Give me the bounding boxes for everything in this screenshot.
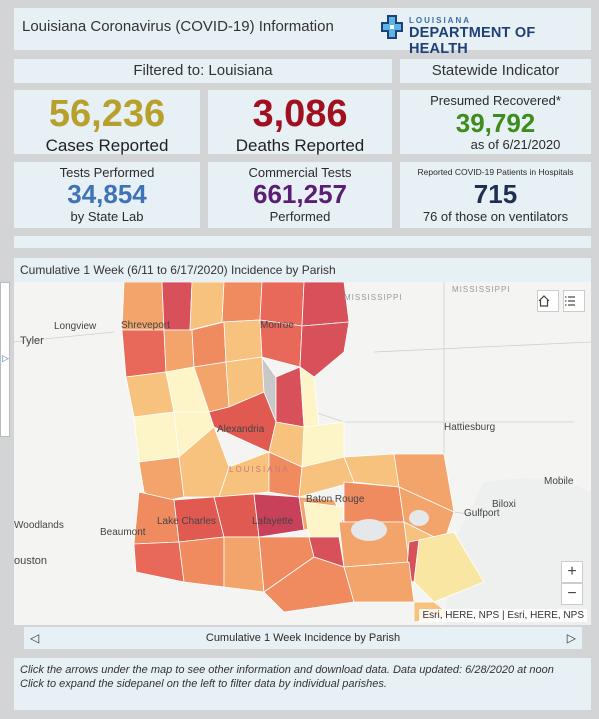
parish-map[interactable]: MISSISSIPPI MISSISSIPPI Tyler Longview S… <box>14 282 591 625</box>
page-title: Louisiana Coronavirus (COVID-19) Informa… <box>22 18 334 35</box>
divider-strip <box>14 236 591 248</box>
cases-label: Cases Reported <box>45 136 169 155</box>
deaths-card: 3,086 Deaths Reported <box>208 90 392 155</box>
logo-text-top: LOUISIANA <box>409 16 471 25</box>
legend-button[interactable] <box>563 290 585 312</box>
home-button[interactable] <box>537 290 559 312</box>
state-tests-value: 34,854 <box>67 179 147 209</box>
sidepanel-toggle[interactable]: ▷ <box>0 282 10 437</box>
label-houston: ouston <box>14 555 47 567</box>
label-tyler: Tyler <box>20 335 44 347</box>
commercial-tests-sub: Performed <box>269 209 331 224</box>
label-mississippi-2: MISSISSIPPI <box>452 285 511 294</box>
label-biloxi: Biloxi <box>492 499 516 510</box>
map-title: Cumulative 1 Week (6/11 to 6/17/2020) In… <box>14 258 591 282</box>
cases-value: 56,236 <box>48 93 166 135</box>
commercial-tests-title: Commercial Tests <box>248 165 352 180</box>
ldh-logo-mark-icon <box>381 15 403 39</box>
map-pager: ◁ Cumulative 1 Week Incidence by Parish … <box>24 627 582 649</box>
cases-card: 56,236 Cases Reported <box>14 90 200 155</box>
state-tests-sub: by State Lab <box>70 209 144 224</box>
pager-label: Cumulative 1 Week Incidence by Parish <box>205 632 401 644</box>
state-tests-card: Tests Performed 34,854 by State Lab <box>14 162 200 228</box>
footer-line-1: Click the arrows under the map to see ot… <box>20 664 554 676</box>
recovered-date: as of 6/21/2020 <box>470 137 561 152</box>
recovered-card: Presumed Recovered* 39,792 as of 6/21/20… <box>400 90 591 154</box>
commercial-tests-card: Commercial Tests 661,257 Performed <box>208 162 392 228</box>
deaths-value: 3,086 <box>252 93 348 135</box>
label-alexandria: Alexandria <box>217 424 265 435</box>
label-baton-rouge: Baton Rouge <box>306 494 365 505</box>
map-canvas[interactable]: MISSISSIPPI MISSISSIPPI Tyler Longview S… <box>14 282 591 625</box>
label-mississippi-1: MISSISSIPPI <box>344 293 403 302</box>
label-gulfport: Gulfport <box>464 508 500 519</box>
label-lake-charles: Lake Charles <box>157 516 216 527</box>
home-icon <box>538 295 550 307</box>
label-mobile: Mobile <box>544 476 574 487</box>
label-lafayette: Lafayette <box>252 516 294 527</box>
recovered-title: Presumed Recovered* <box>430 93 561 108</box>
deaths-label: Deaths Reported <box>235 136 365 155</box>
zoom-out-button[interactable]: − <box>561 583 583 605</box>
statewide-label: Statewide Indicator <box>400 59 591 83</box>
label-hattiesburg: Hattiesburg <box>444 422 495 433</box>
label-monroe: Monroe <box>260 320 294 331</box>
filter-label: Filtered to: Louisiana <box>14 59 392 83</box>
footer-line-2: Click to expand the sidepanel on the lef… <box>20 678 387 690</box>
sidepanel-arrow-icon: ▷ <box>2 353 9 363</box>
header-panel: Louisiana Coronavirus (COVID-19) Informa… <box>14 8 591 57</box>
zoom-in-button[interactable]: + <box>561 561 583 583</box>
hospital-title: Reported COVID-19 Patients in Hospitals <box>417 167 574 177</box>
footer-notes: Click the arrows under the map to see ot… <box>14 658 591 710</box>
label-longview: Longview <box>54 321 97 332</box>
commercial-tests-value: 661,257 <box>253 179 347 209</box>
map-attribution[interactable]: Esri, HERE, NPS | Esri, HERE, NPS <box>419 609 587 622</box>
next-arrow-button[interactable]: ▷ <box>566 631 576 645</box>
state-tests-title: Tests Performed <box>59 165 155 180</box>
logo-text-bottom: DEPARTMENT OF HEALTH <box>409 25 536 57</box>
label-louisiana-watermark: LOUISIANA <box>229 465 290 474</box>
ldh-logo: LOUISIANA DEPARTMENT OF HEALTH <box>381 12 585 57</box>
label-shreveport: Shreveport <box>121 320 170 331</box>
legend-list-icon <box>565 296 575 306</box>
hospital-value: 715 <box>473 179 518 209</box>
hospital-card: Reported COVID-19 Patients in Hospitals … <box>400 162 591 228</box>
hospital-sub: 76 of those on ventilators <box>422 209 569 224</box>
label-woodlands: Woodlands <box>14 520 64 531</box>
prev-arrow-button[interactable]: ◁ <box>30 631 40 645</box>
label-beaumont: Beaumont <box>100 527 146 538</box>
recovered-value: 39,792 <box>455 108 536 138</box>
